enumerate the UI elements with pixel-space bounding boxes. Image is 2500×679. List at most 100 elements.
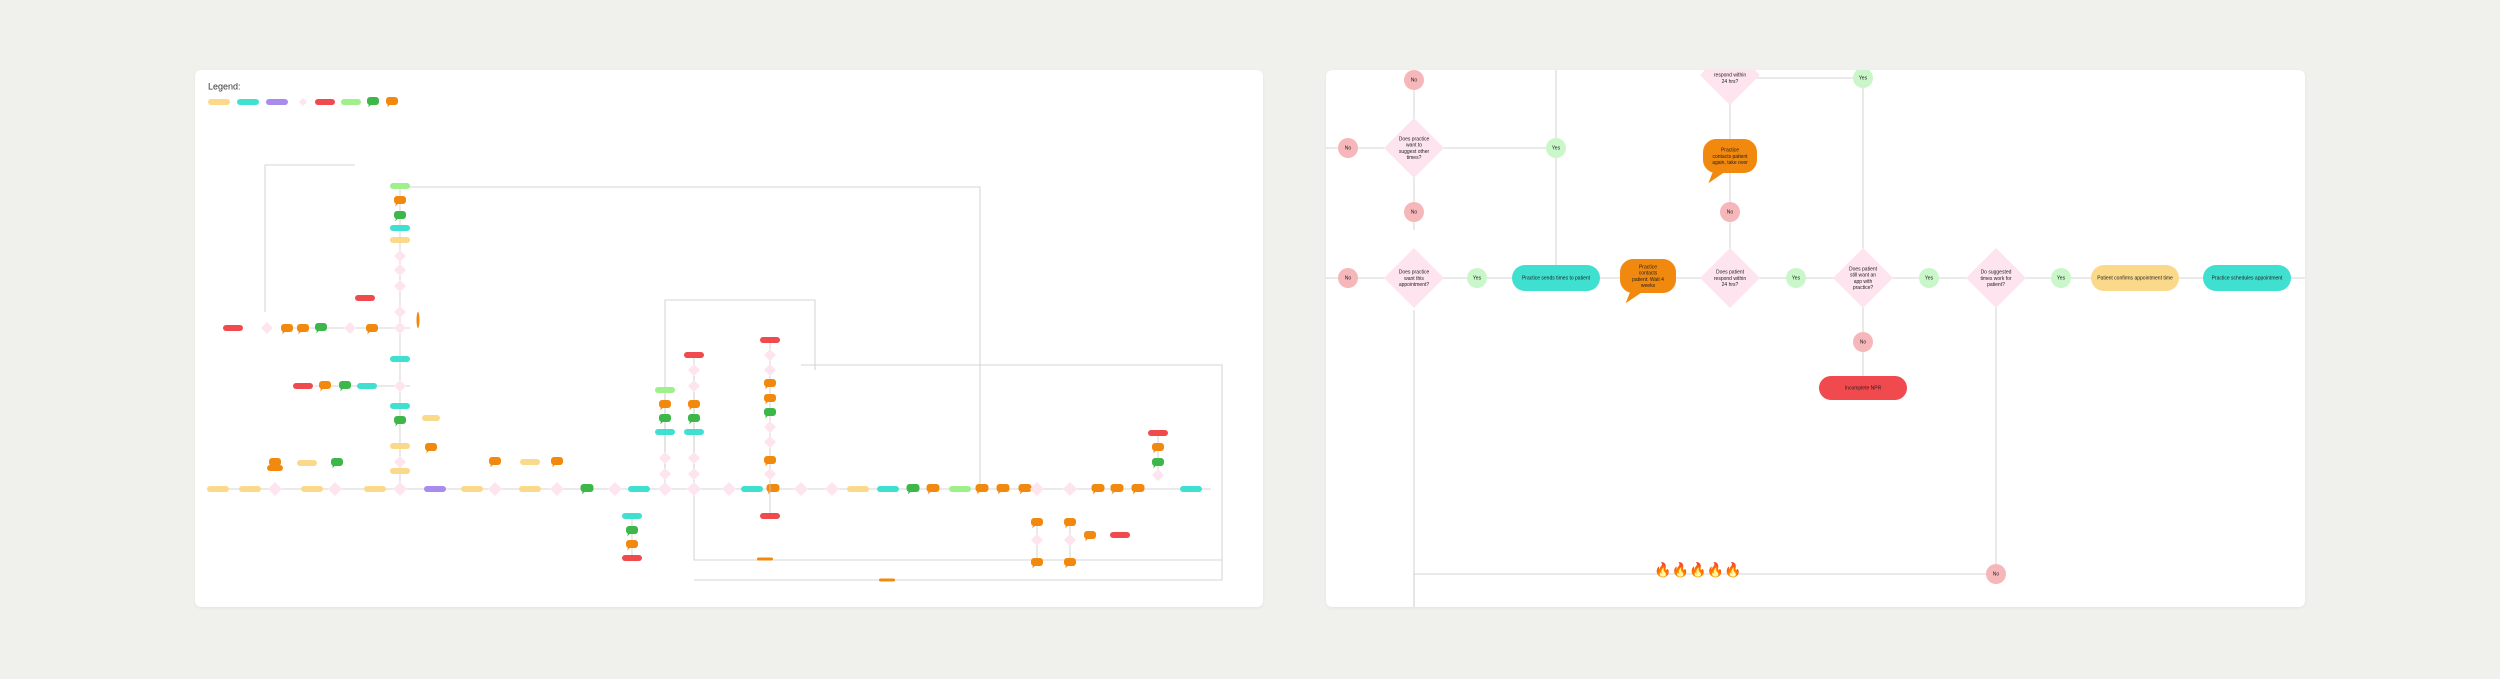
loop-line [694,560,1223,581]
step-node [364,486,386,492]
loop-line [400,186,981,489]
decision-node [688,380,700,392]
no-circle [1404,202,1424,222]
step-node [684,429,704,435]
legend-swatch-step [208,99,230,105]
step-node [1148,430,1168,436]
message-node [764,379,776,390]
yes-label: Yes [1473,275,1482,281]
marker [416,312,420,328]
no-label: No [1727,209,1734,215]
message-node [297,324,309,335]
step-node [297,460,317,466]
message-node [551,457,563,468]
decision-node [659,468,671,480]
marker [879,578,895,582]
step-incomplete-text: Incomplete NPR [1845,385,1882,391]
end-node [1110,532,1130,538]
decision-node [1152,469,1164,481]
no-circle [1404,70,1424,90]
message-node [688,414,700,425]
decision-node [687,482,701,496]
detail-board: No No Does practice want to suggest other tim… [1326,70,2305,607]
message-node [1152,458,1164,469]
decision-node [764,421,776,433]
legend-swatch-message-green [367,97,379,108]
reminder-bubble-1-text: Practice contacts patient: Wait 4 weeks [1632,264,1664,289]
step-node [741,486,763,492]
step-node [424,486,446,492]
no-circle [1986,564,2006,584]
decision-node [394,264,406,276]
message-node [906,484,920,495]
decision-node [261,322,273,334]
decision-node [394,380,406,392]
message-node [331,458,343,469]
legend-title: Legend: [208,81,241,91]
decision-node [394,306,406,318]
step-node [760,513,780,519]
decision-node [488,482,502,496]
yes-circle [1919,268,1939,288]
no-label: No [1345,145,1352,151]
yes-label: Yes [1552,145,1561,151]
yes-label: Yes [1792,275,1801,281]
message-node [394,211,406,222]
step-node [684,352,704,358]
step-schedules-text: Practice schedules appointment [2212,275,2283,281]
step-node [461,486,483,492]
reminder-bubble-2-text: Practice contacts patient again, take over [1712,148,1748,167]
step-node [760,337,780,343]
step-node [655,387,675,393]
message-node [489,457,501,468]
decision-node [394,322,406,334]
message-node [764,394,776,405]
message-node [1152,443,1164,454]
message-node [580,484,594,495]
message-node [996,484,1010,495]
step-node [655,429,675,435]
message-node [764,408,776,419]
message-node [764,456,776,467]
decision-node [658,482,672,496]
message-node [269,458,281,469]
step-node [390,183,410,189]
step-node [390,443,410,449]
yes-label: Yes [1859,75,1868,81]
message-node [1084,531,1096,542]
message-node [659,400,671,411]
message-node [926,484,940,495]
legend-swatch-system [266,99,288,105]
message-node [394,196,406,207]
marker [757,557,773,561]
no-label: No [1860,339,1867,345]
yes-circle [1786,268,1806,288]
decision-node [268,482,282,496]
decision-node [328,482,342,496]
decision-appt-wait [1384,118,1444,178]
end-node [293,383,313,389]
yes-circle [2051,268,2071,288]
decision-node [688,468,700,480]
step-node [847,486,869,492]
decision-node [550,482,564,496]
legend-swatch-decision [299,98,307,106]
decision-node [394,280,406,292]
detail-flowchart: No No Does practice want to suggest other tim… [1326,70,2305,607]
overview-board: Legend: [195,70,1263,607]
legend-swatch-end [315,99,335,105]
step-node [1180,486,1202,492]
legend-swatch-action [237,99,259,105]
fire-emoji-row: 🔥🔥🔥🔥🔥 [1654,562,1741,579]
decision-times-work [1966,248,2026,308]
decision-node [825,482,839,496]
message-node [366,324,378,335]
yes-label: Yes [1925,275,1934,281]
step-node [520,459,540,465]
decision-node [1030,482,1044,496]
no-circle [1338,268,1358,288]
step-node [390,468,410,474]
message-node [319,381,331,392]
decision-node [1031,534,1043,546]
decision-appt-wait-text: Does practice want to suggest other times? [1399,136,1430,161]
